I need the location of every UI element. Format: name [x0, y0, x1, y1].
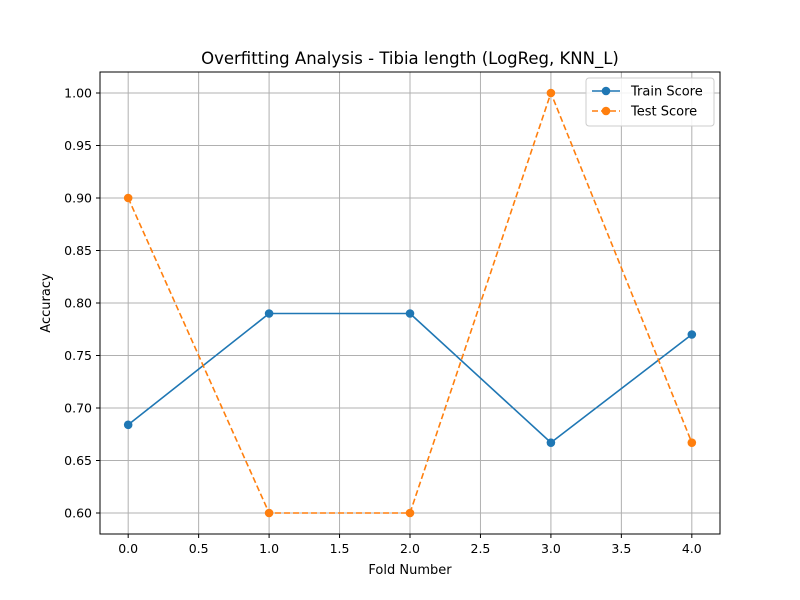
x-tick-label: 3.5 — [611, 541, 631, 556]
x-tick-label: 1.0 — [259, 541, 279, 556]
y-tick-label: 0.95 — [64, 138, 92, 153]
test-score-point — [546, 88, 556, 98]
test-score-point — [405, 508, 415, 518]
y-axis-title: Accuracy — [39, 273, 54, 333]
x-tick-label: 4.0 — [682, 541, 702, 556]
test-score-line — [127, 92, 693, 514]
legend-box — [585, 77, 715, 127]
x-tick-label: 0.0 — [118, 541, 138, 556]
y-tick-label: 0.65 — [64, 453, 92, 468]
train-score-series — [123, 309, 697, 447]
y-tick-label: 1.00 — [64, 86, 92, 101]
legend-label: Train Score — [630, 85, 703, 100]
train-score-point — [546, 438, 556, 447]
legend-marker — [601, 86, 611, 96]
y-tick-label: 0.85 — [64, 243, 92, 258]
legend-label: Test Score — [630, 105, 697, 120]
chart-title: Overfitting Analysis - Tibia length (Log… — [201, 49, 619, 69]
x-tick-label: 0.5 — [189, 541, 209, 556]
test-score-point — [687, 438, 697, 447]
train-score-point — [123, 420, 133, 430]
test-score-point — [264, 508, 274, 518]
grid — [100, 72, 720, 534]
legend-marker — [601, 106, 611, 116]
legend-item-test-score: Test Score — [592, 105, 697, 120]
train-score-point — [687, 330, 697, 339]
test-score-point — [123, 193, 133, 203]
y-tick-label: 0.90 — [64, 191, 92, 206]
x-axis-title: Fold Number — [368, 563, 452, 578]
y-tick-label: 0.70 — [64, 401, 92, 416]
legend: Train Score Test Score — [585, 77, 715, 127]
x-tick-label: 2.0 — [400, 541, 420, 556]
test-score-series — [123, 88, 697, 518]
x-tick-label: 2.5 — [471, 541, 491, 556]
y-tick-label: 0.60 — [64, 506, 92, 521]
y-tick-label: 0.75 — [64, 348, 92, 363]
train-score-point — [264, 309, 274, 318]
train-score-point — [405, 309, 415, 318]
legend-item-train-score: Train Score — [592, 85, 703, 100]
axis-ticks: 0.0 0.5 1.0 1.5 2.0 2.5 3.0 3.5 4.0 0.60 0.65 0.70 0… — [64, 86, 702, 557]
y-tick-label: 0.80 — [64, 296, 92, 311]
x-tick-label: 3.0 — [541, 541, 561, 556]
x-tick-label: 1.5 — [330, 541, 350, 556]
series-layer — [123, 88, 697, 518]
